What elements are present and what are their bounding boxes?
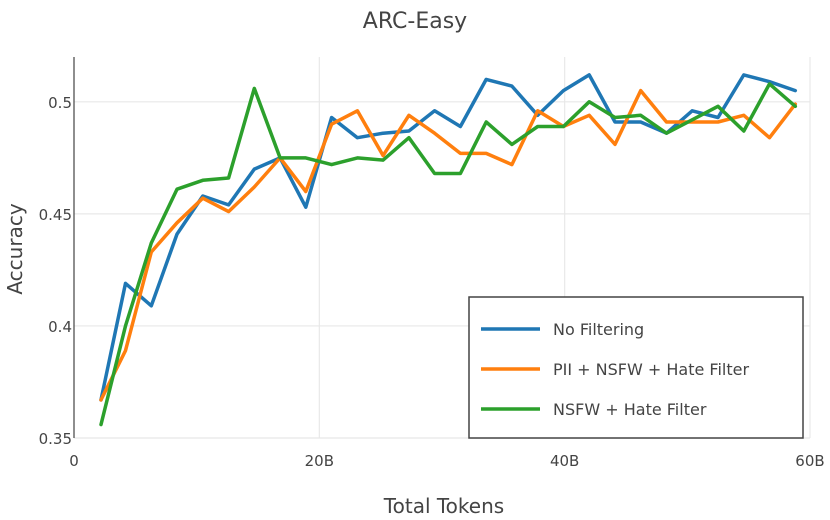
legend: No Filtering PII + NSFW + Hate Filter NSFW… — [468, 296, 804, 439]
series-line-nsfw-hate-filter — [99, 82, 798, 427]
legend-label: NSFW + Hate Filter — [553, 400, 707, 419]
x-axis-title: Total Tokens — [383, 494, 504, 518]
y-tick-label: 0.35 — [39, 430, 72, 448]
chart-title: ARC-Easy — [363, 9, 467, 34]
x-tick-label: 0 — [69, 452, 79, 470]
y-tick-label: 0.5 — [48, 94, 72, 112]
grid-lines — [74, 57, 811, 439]
y-tick-label: 0.45 — [39, 206, 72, 224]
x-tick-label: 60B — [795, 452, 824, 470]
y-tick-label: 0.4 — [48, 318, 72, 336]
y-tick-labels: 0.35 0.4 0.45 0.5 — [39, 94, 72, 448]
x-tick-labels: 0 20B 40B 60B — [69, 452, 824, 470]
series-lines — [99, 73, 798, 427]
legend-label: No Filtering — [553, 320, 644, 339]
series-line-pii-nsfw-hate-filter — [99, 88, 798, 402]
x-tick-label: 20B — [305, 452, 334, 470]
legend-label: PII + NSFW + Hate Filter — [553, 360, 749, 379]
x-tick-label: 40B — [550, 452, 579, 470]
y-axis-title: Accuracy — [3, 203, 27, 294]
